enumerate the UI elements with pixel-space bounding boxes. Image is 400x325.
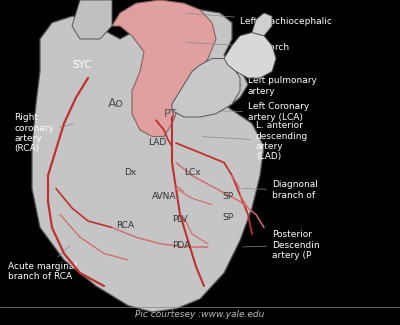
Polygon shape xyxy=(72,0,112,39)
Text: Left pulmonary
artery: Left pulmonary artery xyxy=(223,76,317,96)
Text: LCx: LCx xyxy=(184,168,201,177)
Text: PT: PT xyxy=(164,109,178,119)
Text: Posterior
Descendin
artery (P: Posterior Descendin artery (P xyxy=(243,230,320,260)
Text: Diagnonal
branch of: Diagnonal branch of xyxy=(243,180,318,200)
Text: LAD: LAD xyxy=(148,138,166,148)
Text: SP: SP xyxy=(222,192,233,201)
Text: Aortic arch: Aortic arch xyxy=(187,43,289,52)
Polygon shape xyxy=(224,32,276,78)
Text: L. anterior
descending
artery
(LAD): L. anterior descending artery (LAD) xyxy=(203,121,308,162)
Polygon shape xyxy=(252,13,272,36)
Text: Ao: Ao xyxy=(108,98,124,111)
Polygon shape xyxy=(112,0,216,136)
Polygon shape xyxy=(32,10,264,312)
Text: PDA: PDA xyxy=(172,241,190,250)
Text: Dx: Dx xyxy=(124,168,136,177)
Text: SP: SP xyxy=(222,213,233,222)
Polygon shape xyxy=(172,58,240,117)
Text: Right
coronary
artery
(RCA): Right coronary artery (RCA) xyxy=(14,113,73,153)
Text: Acute marginal
branch of RCA: Acute marginal branch of RCA xyxy=(8,246,77,281)
Text: SYC: SYC xyxy=(72,60,92,70)
Text: AVNA: AVNA xyxy=(152,192,176,201)
Text: Pic courtesey :www.yale.edu: Pic courtesey :www.yale.edu xyxy=(135,310,265,319)
Text: Left Coronary
artery (LCA): Left Coronary artery (LCA) xyxy=(203,102,309,122)
Text: PLV: PLV xyxy=(172,215,188,224)
Text: RCA: RCA xyxy=(116,221,134,230)
Text: Left brachiocephalic: Left brachiocephalic xyxy=(187,13,332,26)
